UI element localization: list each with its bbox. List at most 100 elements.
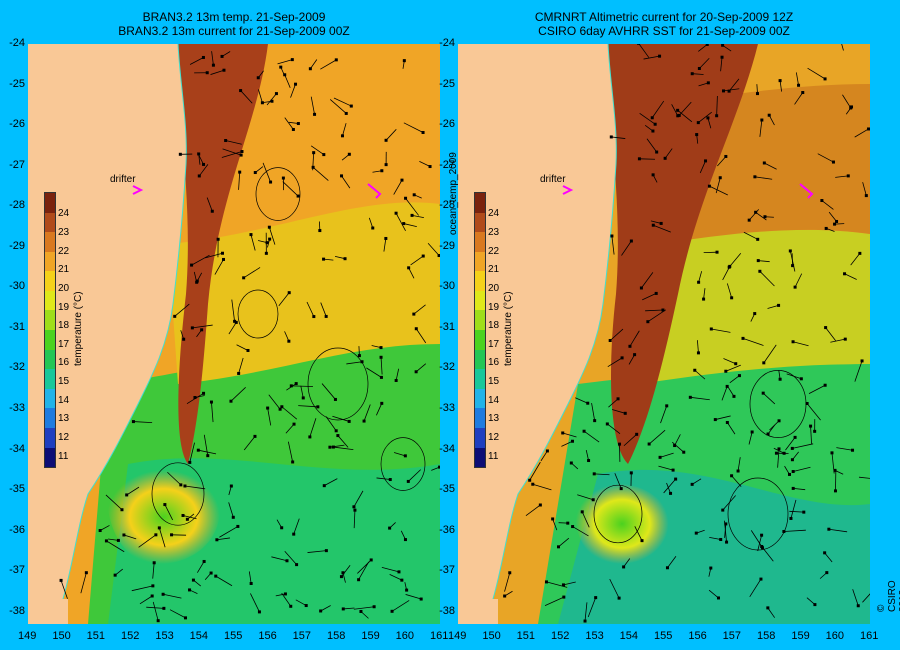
current-vector-head: [233, 319, 237, 323]
current-vector: [561, 440, 573, 447]
current-vector-head: [339, 575, 343, 579]
lat-tick-label: -25: [9, 77, 25, 90]
current-vector-head: [291, 460, 295, 464]
colorbar-tick-label: 14: [488, 394, 500, 406]
current-vector-head: [801, 91, 805, 95]
current-vector-head: [421, 254, 425, 258]
colorbar-tick-label: 11: [488, 450, 499, 462]
current-vector-head: [183, 616, 187, 620]
current-vector-head: [238, 170, 242, 174]
current-vector-head: [253, 171, 257, 175]
current-vector-head: [341, 607, 345, 611]
current-vector-head: [609, 135, 613, 139]
current-vector: [312, 152, 315, 171]
lat-tick-label: -29: [439, 239, 455, 252]
current-vector-head: [295, 563, 299, 567]
lon-tick-label: 161: [860, 630, 879, 642]
current-vector-head: [224, 139, 228, 143]
current-vector-head: [610, 234, 614, 238]
current-vector-head: [659, 221, 663, 225]
current-vector-head: [677, 113, 681, 117]
current-vector-head: [593, 419, 597, 423]
current-vector: [408, 267, 415, 279]
colorbar-tick-label: 12: [488, 432, 500, 444]
current-vector: [754, 176, 773, 180]
current-vector-head: [833, 222, 837, 226]
current-vector-head: [183, 484, 187, 488]
current-vector-head: [741, 336, 745, 340]
current-vector: [587, 597, 597, 618]
current-vector-head: [357, 354, 361, 358]
current-vector-head: [324, 549, 328, 553]
current-vector-head: [629, 239, 633, 243]
current-vector: [715, 415, 731, 420]
current-vector-head: [704, 159, 708, 163]
current-vector: [808, 384, 826, 395]
current-vector-head: [428, 165, 432, 169]
current-vector-head: [833, 489, 837, 493]
eddy-streamline: [255, 167, 301, 221]
current-vector: [642, 293, 657, 301]
current-vector-head: [267, 225, 271, 229]
lat-tick-label: -35: [9, 483, 25, 496]
current-vector: [230, 387, 246, 402]
current-vector: [106, 540, 125, 553]
current-vector-head: [372, 605, 376, 609]
current-vector-head: [722, 89, 726, 93]
current-vector-head: [379, 355, 383, 359]
current-vector-head: [281, 176, 285, 180]
current-vector-head: [193, 395, 197, 399]
current-vector-head: [719, 537, 723, 541]
current-vector-head: [419, 597, 423, 601]
colorbar-tick-label: 17: [488, 338, 500, 350]
current-vector: [205, 252, 223, 259]
current-vector-head: [797, 83, 801, 87]
colorbar-right: [474, 192, 486, 468]
current-vector-head: [406, 479, 410, 483]
lon-tick-label: 156: [258, 630, 277, 642]
current-vector: [650, 220, 662, 224]
current-vector: [623, 434, 637, 447]
current-vector: [271, 556, 288, 562]
land-south-edge: [28, 599, 68, 624]
current-vector: [748, 209, 760, 221]
current-vector-head: [403, 454, 407, 458]
current-vector-head: [665, 566, 669, 570]
current-vector-head: [651, 129, 655, 133]
lat-tick-label: -36: [9, 523, 25, 536]
current-vector-head: [296, 194, 300, 198]
current-vector: [835, 175, 849, 178]
current-vector: [389, 573, 403, 581]
current-vector: [262, 162, 271, 183]
colorbar-tick-label: 18: [488, 320, 500, 332]
lon-tick-label: 154: [189, 630, 209, 642]
current-vector: [609, 578, 620, 599]
current-vector-head: [864, 194, 868, 198]
current-vector: [275, 593, 286, 597]
current-vector-head: [151, 584, 155, 588]
current-vector: [621, 240, 632, 256]
colorbar-swatch: [45, 251, 55, 272]
lon-tick-label: 153: [155, 630, 174, 642]
current-vector-head: [340, 134, 344, 138]
current-vector-head: [557, 545, 561, 549]
current-vector: [320, 59, 337, 70]
current-vector-head: [640, 539, 644, 543]
colorbar-tick-label: 23: [488, 227, 500, 238]
current-vector: [163, 593, 182, 599]
current-vector: [189, 442, 195, 463]
current-vector: [824, 552, 833, 563]
current-vector: [529, 461, 541, 481]
current-vector-head: [566, 521, 570, 525]
current-vector-head: [178, 152, 182, 156]
current-vector-head: [236, 524, 240, 528]
current-vector-head: [380, 169, 384, 173]
colorbar-swatch: [475, 290, 485, 311]
current-vector: [138, 534, 157, 548]
colorbar-swatch: [45, 427, 55, 448]
colorbar-swatch: [475, 193, 485, 213]
current-vector-head: [674, 477, 678, 481]
current-vector-head: [706, 116, 710, 120]
current-vector: [594, 473, 610, 476]
current-vector: [762, 392, 776, 405]
